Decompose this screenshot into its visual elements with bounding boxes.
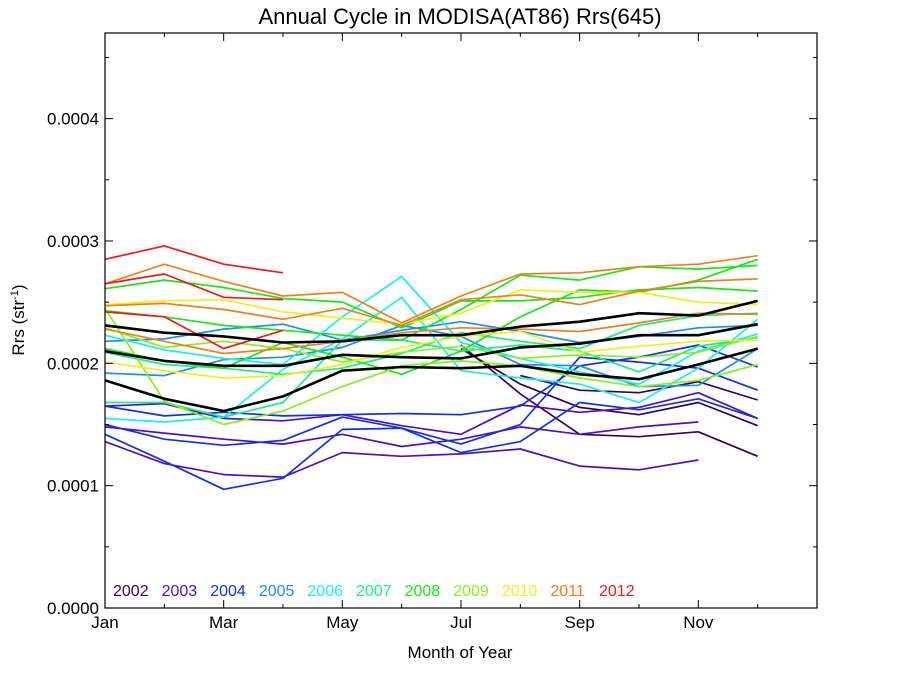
series-line-27 bbox=[104, 273, 284, 301]
y-tick-label: 0.0004 bbox=[47, 110, 99, 129]
series-line-21 bbox=[104, 330, 758, 379]
series-line-1 bbox=[460, 344, 759, 458]
legend: 2002 2003 2004 2005 2006 2007 2008 2009 2010 2011… bbox=[113, 583, 635, 600]
legend-item-2012: 2012 bbox=[599, 583, 635, 600]
y-axis-label: Rrs (str-1) bbox=[9, 284, 28, 355]
y-axis-label-main: Rrs (str bbox=[9, 300, 28, 356]
series-line-6 bbox=[104, 391, 759, 436]
series-line-20 bbox=[104, 326, 758, 363]
x-tick-label: Jul bbox=[450, 613, 472, 632]
series-line-25 bbox=[104, 312, 758, 355]
legend-item-2002: 2002 bbox=[113, 583, 149, 600]
x-tick-label: Mar bbox=[209, 613, 239, 632]
series-line-12 bbox=[104, 296, 759, 423]
y-tick-label: 0.0002 bbox=[47, 354, 99, 373]
x-tick-label: Sep bbox=[565, 613, 595, 632]
y-axis-label-exponent: -1 bbox=[9, 290, 21, 300]
y-tick-label: 0.0000 bbox=[47, 599, 99, 618]
series-line-14 bbox=[105, 336, 758, 418]
series-line-3 bbox=[520, 374, 758, 401]
legend-item-2008: 2008 bbox=[405, 583, 441, 600]
series-line-31 bbox=[104, 347, 759, 413]
plot-frame bbox=[104, 32, 818, 609]
series-line-30 bbox=[104, 322, 758, 368]
x-tick-label: Jan bbox=[91, 613, 118, 632]
x-tick-label: May bbox=[326, 613, 359, 632]
series-layer bbox=[104, 245, 759, 491]
legend-item-2010: 2010 bbox=[502, 583, 538, 600]
series-line-28 bbox=[104, 311, 284, 350]
legend-item-2005: 2005 bbox=[259, 583, 295, 600]
y-axis-label-tail: ) bbox=[9, 284, 28, 290]
series-line-5 bbox=[104, 421, 699, 448]
legend-item-2007: 2007 bbox=[356, 583, 392, 600]
series-line-23 bbox=[104, 254, 758, 324]
legend-item-2009: 2009 bbox=[453, 583, 489, 600]
x-axis-label: Month of Year bbox=[408, 643, 513, 662]
series-line-29 bbox=[104, 299, 759, 344]
ticks-layer: Jan Mar May Jul Sep Nov 0.0000 0.0001 0.0002 0.00… bbox=[47, 33, 817, 632]
series-line-7 bbox=[104, 397, 758, 491]
series-line-24 bbox=[104, 278, 758, 327]
legend-item-2003: 2003 bbox=[162, 583, 198, 600]
y-tick-label: 0.0001 bbox=[47, 477, 99, 496]
series-line-18 bbox=[104, 264, 758, 341]
series-line-2 bbox=[460, 347, 759, 427]
series-line-26 bbox=[104, 245, 284, 274]
series-line-8 bbox=[104, 356, 758, 447]
series-line-19 bbox=[104, 307, 758, 426]
series-line-9 bbox=[104, 344, 758, 417]
chart-title: Annual Cycle in MODISA(AT86) Rrs(645) bbox=[258, 4, 661, 29]
legend-item-2004: 2004 bbox=[210, 583, 246, 600]
y-tick-label: 0.0003 bbox=[47, 232, 99, 251]
legend-item-2011: 2011 bbox=[550, 583, 585, 600]
x-tick-label: Nov bbox=[683, 613, 714, 632]
series-line-22 bbox=[104, 289, 758, 326]
series-line-4 bbox=[104, 440, 699, 478]
legend-item-2006: 2006 bbox=[307, 583, 343, 600]
